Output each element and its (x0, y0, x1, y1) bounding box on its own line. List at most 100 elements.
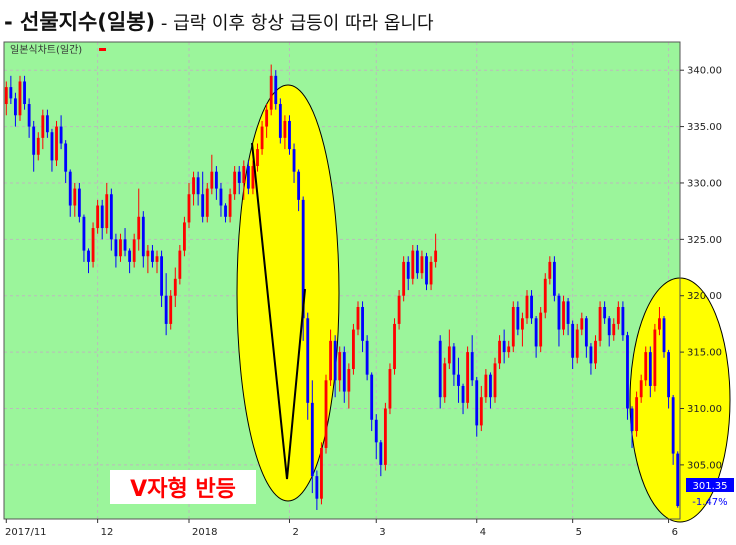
candle-body (9, 87, 13, 99)
candle-body (4, 87, 8, 105)
candle-body (73, 188, 77, 206)
candle-body (123, 239, 127, 251)
v-bounce-ellipse (236, 84, 340, 502)
candle (55, 120, 58, 167)
candle-body (388, 369, 392, 409)
x-tick-label: 12 (101, 527, 114, 538)
candle-body (306, 318, 310, 403)
candle (214, 166, 218, 200)
candle (365, 335, 369, 381)
candle (475, 376, 479, 437)
candle-body (192, 177, 195, 195)
candle (119, 233, 122, 262)
candle (374, 414, 378, 460)
candle-body (105, 194, 109, 229)
candle (320, 442, 323, 505)
candle (27, 98, 31, 138)
y-tick-label: 310.00 (687, 404, 722, 415)
candle (306, 312, 310, 420)
candle-body (315, 476, 319, 499)
candle (64, 140, 68, 183)
candle-body (530, 295, 533, 319)
candle (489, 372, 492, 409)
candle (493, 357, 497, 403)
candle (580, 312, 584, 336)
candle (438, 335, 442, 409)
candle-body (310, 402, 314, 477)
candle-body (470, 352, 474, 381)
candle-body (347, 369, 351, 392)
y-tick-label: 320.00 (687, 291, 722, 302)
x-tick-label: 4 (480, 527, 486, 538)
annotation-label: V자형 반등 (130, 477, 236, 502)
candle-body (251, 166, 255, 189)
candle (667, 349, 670, 409)
candle-body (397, 295, 401, 324)
candle-body (543, 278, 547, 313)
candle (420, 250, 424, 279)
candle (525, 290, 529, 324)
candle-body (429, 261, 433, 285)
candle-body (82, 216, 86, 251)
candle (315, 470, 319, 510)
y-tick-label: 315.00 (687, 348, 722, 359)
candle-body (269, 75, 273, 110)
candle-body (224, 205, 227, 217)
x-tick-label: 3 (379, 527, 385, 538)
candle (461, 383, 465, 415)
candle-body (374, 419, 378, 443)
candle (77, 182, 81, 223)
candle-body (457, 374, 460, 386)
candle-body (393, 323, 396, 370)
candle (516, 301, 520, 336)
candle (388, 363, 392, 415)
candle (383, 402, 387, 471)
candle-body (324, 380, 328, 448)
candle-body (114, 239, 118, 257)
candle (352, 323, 355, 375)
candle-body (201, 194, 205, 217)
candle-body (383, 408, 387, 465)
candle (50, 128, 54, 172)
candle (447, 329, 451, 370)
candle-body (288, 120, 291, 150)
candle (361, 301, 364, 353)
y-tick-label: 330.00 (687, 178, 722, 189)
candle (59, 115, 63, 150)
candle (45, 109, 49, 138)
candle-body (589, 346, 593, 364)
candle-body (137, 216, 141, 240)
x-tick-label: 5 (576, 527, 582, 538)
candle (333, 335, 337, 398)
candle-body (151, 250, 154, 262)
candle-body (420, 256, 424, 274)
candle (201, 171, 205, 223)
candle (534, 316, 538, 358)
candle-body (626, 335, 629, 409)
candle (575, 323, 579, 364)
candle (466, 346, 470, 409)
candle-body (607, 318, 611, 336)
candle-body (219, 188, 223, 206)
candle (100, 199, 104, 240)
candle-body (178, 250, 182, 279)
candle-body (671, 397, 675, 454)
candle-body (402, 261, 406, 296)
y-tick-label: 340.00 (687, 66, 722, 77)
candle (411, 244, 415, 285)
candle (603, 301, 607, 324)
candle (187, 182, 191, 229)
candle (379, 440, 383, 477)
candle-body (447, 346, 451, 364)
candle (370, 372, 374, 432)
candle-body (584, 318, 588, 347)
candle (434, 233, 438, 268)
candle-body (466, 352, 470, 403)
candle (338, 346, 342, 392)
candle-body (621, 307, 625, 336)
candle (671, 394, 675, 465)
plot-area (4, 42, 680, 519)
candle-body (338, 352, 342, 381)
candle-body (36, 137, 40, 155)
candle-body (91, 228, 95, 262)
